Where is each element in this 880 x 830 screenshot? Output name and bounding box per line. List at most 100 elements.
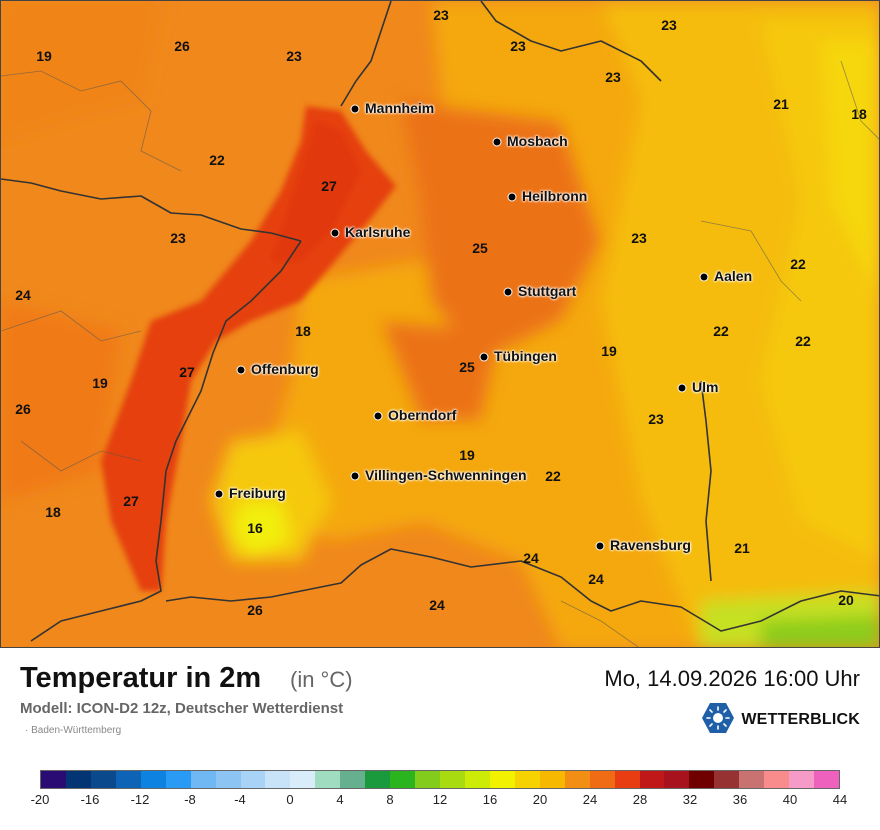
scale-tick-label: 8 (386, 792, 394, 807)
temperature-value: 23 (286, 48, 302, 64)
city-marker (699, 272, 709, 282)
scale-swatch (789, 771, 815, 788)
city-label: Ravensburg (610, 537, 691, 553)
city-label: Stuttgart (518, 283, 577, 299)
scale-swatch (814, 771, 839, 788)
scale-swatch (365, 771, 391, 788)
temperature-value: 24 (15, 287, 31, 303)
temperature-value: 21 (773, 96, 789, 112)
scale-tick-label: -4 (234, 792, 246, 807)
scale-swatch (764, 771, 790, 788)
temperature-value: 23 (605, 69, 621, 85)
brand-logo[interactable]: WETTERBLICK (701, 702, 860, 739)
city-marker (507, 192, 517, 202)
scale-tick-label: 44 (832, 792, 848, 807)
scale-tick-label: -12 (130, 792, 150, 807)
temperature-value: 26 (15, 401, 31, 417)
city-marker (677, 383, 687, 393)
temperature-value: 23 (433, 7, 449, 23)
city-label: Mannheim (365, 100, 435, 116)
scale-swatch (290, 771, 316, 788)
temperature-value: 23 (648, 411, 664, 427)
scale-tick-label: 36 (732, 792, 748, 807)
temperature-value: 18 (851, 106, 867, 122)
map-title: Temperatur in 2m (20, 662, 262, 694)
temperature-value: 22 (545, 468, 561, 484)
sun-logo-icon (701, 702, 735, 739)
scale-tick-label: 4 (336, 792, 344, 807)
scale-swatch (315, 771, 341, 788)
scale-tick-label: 12 (432, 792, 448, 807)
scale-tick-label: 32 (682, 792, 698, 807)
scale-swatch (639, 771, 665, 788)
color-scale (40, 770, 840, 789)
city-label: Heilbronn (522, 188, 588, 204)
temperature-value: 20 (838, 592, 854, 608)
city-marker (503, 287, 513, 297)
temperature-value: 24 (588, 571, 604, 587)
scale-swatch (564, 771, 590, 788)
scale-swatch (390, 771, 416, 788)
scale-swatch (65, 771, 91, 788)
city-marker (214, 489, 224, 499)
city-marker (350, 471, 360, 481)
scale-swatch (265, 771, 291, 788)
temperature-value: 22 (209, 152, 225, 168)
scale-swatch (514, 771, 540, 788)
city-marker (330, 228, 340, 238)
temperature-value: 23 (510, 38, 526, 54)
city-marker (492, 137, 502, 147)
city-label: Karlsruhe (345, 224, 411, 240)
scale-swatch (415, 771, 440, 788)
forecast-datetime: Mo, 14.09.2026 16:00 Uhr (604, 666, 860, 691)
scale-swatch (714, 771, 740, 788)
temperature-value: 26 (247, 602, 263, 618)
scale-tick-label: -8 (184, 792, 196, 807)
temperature-value: 23 (631, 230, 647, 246)
temperature-value: 23 (661, 17, 677, 33)
scale-swatch (489, 771, 515, 788)
temperature-value: 25 (472, 240, 488, 256)
scale-swatch (165, 771, 191, 788)
temperature-value: 21 (734, 540, 750, 556)
temperature-value: 27 (123, 493, 139, 509)
unit-label: (in °C) (290, 667, 353, 692)
city-label: Mosbach (507, 133, 568, 149)
temperature-value: 25 (459, 359, 475, 375)
temperature-field (1, 1, 879, 647)
temperature-value: 23 (170, 230, 186, 246)
temperature-value: 19 (459, 447, 475, 463)
scale-swatch (41, 771, 66, 788)
city-label: Villingen-Schwenningen (365, 467, 527, 483)
scale-tick-label: -16 (80, 792, 100, 807)
scale-tick-label: 28 (632, 792, 648, 807)
city-label: Oberndorf (388, 407, 457, 423)
city-marker (373, 411, 383, 421)
scale-swatch (464, 771, 490, 788)
scale-swatch (589, 771, 615, 788)
temperature-value: 16 (247, 520, 263, 536)
temperature-value: 19 (36, 48, 52, 64)
map-footer (0, 648, 880, 830)
model-info: Modell: ICON-D2 12z, Deutscher Wetterdie… (20, 700, 344, 717)
city-label: Tübingen (494, 348, 557, 364)
scale-swatch (739, 771, 765, 788)
scale-tick-label: -20 (30, 792, 50, 807)
scale-swatch (215, 771, 241, 788)
scale-swatch (664, 771, 690, 788)
scale-swatch (614, 771, 640, 788)
scale-tick-label: 16 (482, 792, 498, 807)
temperature-value: 18 (295, 323, 311, 339)
scale-swatch (115, 771, 141, 788)
scale-tick-label: 40 (782, 792, 798, 807)
scale-swatch (539, 771, 565, 788)
scale-swatch (340, 771, 366, 788)
scale-swatch (440, 771, 465, 788)
scale-swatch (90, 771, 116, 788)
region-label: · Baden-Württemberg (25, 725, 122, 736)
scale-ticks: -20 -16 -12 -8 -4 0 4 8 12 16 20 24 28 32 36 40 44 (31, 790, 848, 810)
temperature-value: 24 (523, 550, 539, 566)
city-label: Aalen (714, 268, 753, 284)
temperature-map: 23 23 19 26 23 23 23 21 18 22 27 23 25 23 22 24 18 22 22 19… (0, 0, 880, 648)
city-label: Offenburg (251, 361, 319, 377)
